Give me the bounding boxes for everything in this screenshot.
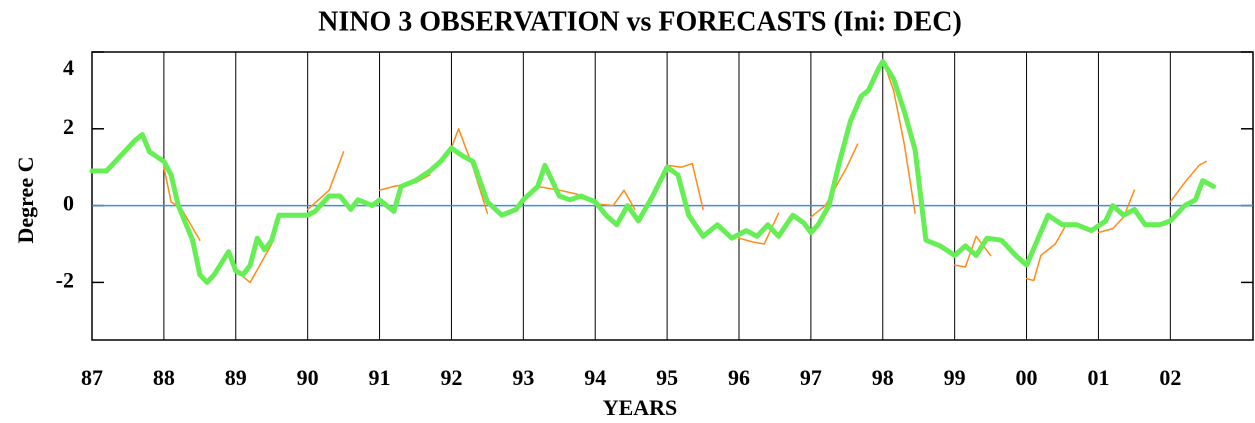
forecast-line — [450, 128, 489, 215]
x-tick-label: 87 — [81, 365, 103, 390]
x-tick-label: 02 — [1159, 365, 1181, 390]
x-tick-label: 96 — [728, 365, 750, 390]
forecast-line — [163, 166, 201, 241]
x-tick-label: 92 — [440, 365, 462, 390]
x-axis-label: YEARS — [603, 395, 678, 420]
x-tick-label: 99 — [944, 365, 966, 390]
forecast-line — [1025, 224, 1067, 282]
y-tick-label: 2 — [63, 114, 74, 139]
plot-frame — [91, 51, 1254, 341]
x-tick-label: 00 — [1016, 365, 1038, 390]
forecast-line — [1169, 160, 1208, 203]
x-tick-label: 95 — [656, 365, 678, 390]
y-tick-label: 4 — [63, 55, 74, 80]
x-tick-label: 01 — [1087, 365, 1109, 390]
x-tick-label: 91 — [369, 365, 391, 390]
x-tick-label: 88 — [153, 365, 175, 390]
observation-line — [89, 59, 1216, 285]
x-tick-label: 97 — [800, 365, 822, 390]
forecast-line — [1097, 189, 1136, 234]
y-tick-label: 0 — [63, 191, 74, 216]
chart-title: NINO 3 OBSERVATION vs FORECASTS (Ini: DE… — [318, 6, 962, 37]
forecast-line — [306, 151, 345, 211]
x-tick-label: 94 — [584, 365, 606, 390]
forecast-line — [594, 189, 636, 211]
x-tick-label: 93 — [512, 365, 534, 390]
x-tick-label: 89 — [225, 365, 247, 390]
x-tick-label: 98 — [872, 365, 894, 390]
y-tick-label: -2 — [56, 267, 74, 292]
x-tick-label: 90 — [297, 365, 319, 390]
forecast-line — [882, 58, 916, 215]
forecast-line — [666, 162, 704, 211]
y-axis-label: Degree C — [13, 157, 38, 244]
